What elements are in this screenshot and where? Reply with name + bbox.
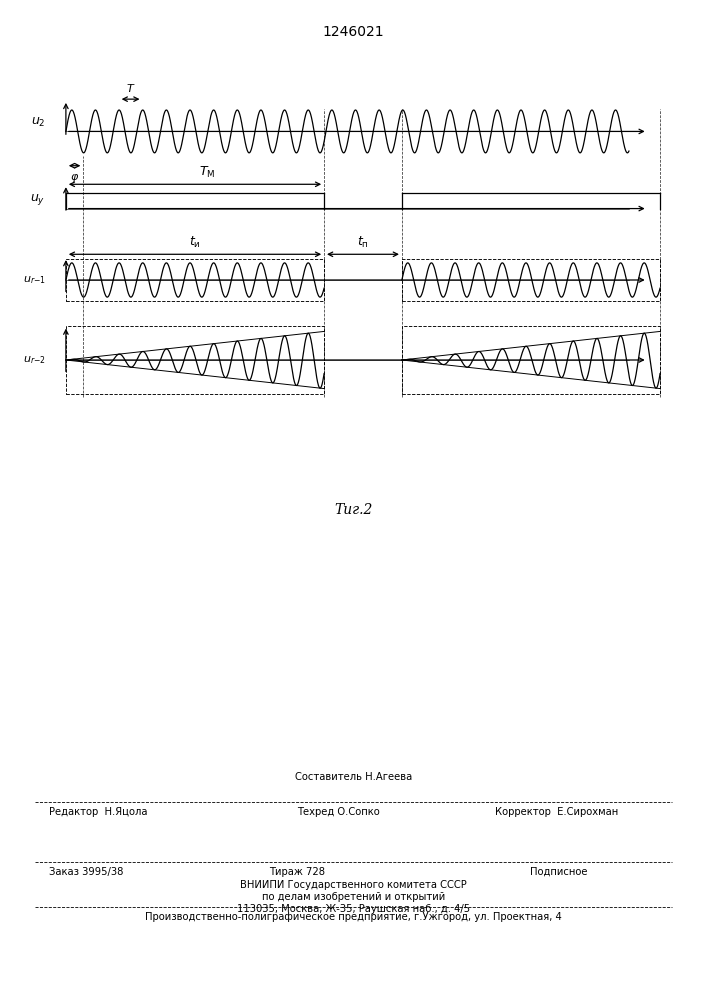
Text: $t_{\rm и}$: $t_{\rm и}$ bbox=[189, 235, 201, 250]
Bar bbox=[402, 326, 660, 394]
Text: Составитель Н.Агеева: Составитель Н.Агеева bbox=[295, 772, 412, 782]
Text: $\varphi$: $\varphi$ bbox=[70, 172, 79, 184]
Text: Тираж 728: Тираж 728 bbox=[269, 867, 325, 877]
Text: Производственно-полиграфическое предприятие, г.Ужгород, ул. Проектная, 4: Производственно-полиграфическое предприя… bbox=[145, 912, 562, 922]
Text: $t_{\rm п}$: $t_{\rm п}$ bbox=[357, 235, 369, 250]
Text: ВНИИПИ Государственного комитета СССР: ВНИИПИ Государственного комитета СССР bbox=[240, 880, 467, 890]
Bar bbox=[66, 326, 324, 394]
Text: Заказ 3995/38: Заказ 3995/38 bbox=[49, 867, 124, 877]
Text: Техред О.Сопко: Техред О.Сопко bbox=[297, 807, 380, 817]
Bar bbox=[66, 259, 324, 301]
Text: Подписное: Подписное bbox=[530, 867, 588, 877]
Text: Корректор  Е.Сирохман: Корректор Е.Сирохман bbox=[495, 807, 618, 817]
Text: $u_{r{-}1}$: $u_{r{-}1}$ bbox=[23, 274, 46, 286]
Bar bbox=[402, 259, 660, 301]
Text: 1246021: 1246021 bbox=[322, 25, 385, 39]
Text: Редактор  Н.Яцола: Редактор Н.Яцола bbox=[49, 807, 148, 817]
Text: $u_2$: $u_2$ bbox=[30, 116, 45, 129]
Text: Τиг.2: Τиг.2 bbox=[334, 503, 373, 517]
Text: $u_y$: $u_y$ bbox=[30, 192, 45, 208]
Text: $T$: $T$ bbox=[126, 82, 135, 94]
Text: по делам изобретений и открытий: по делам изобретений и открытий bbox=[262, 892, 445, 902]
Text: $u_{r{-}2}$: $u_{r{-}2}$ bbox=[23, 354, 46, 366]
Text: 113035, Москва, Ж-35, Раушская наб., д. 4/5: 113035, Москва, Ж-35, Раушская наб., д. … bbox=[237, 904, 470, 914]
Text: $T_{\rm M}$: $T_{\rm M}$ bbox=[199, 165, 216, 180]
